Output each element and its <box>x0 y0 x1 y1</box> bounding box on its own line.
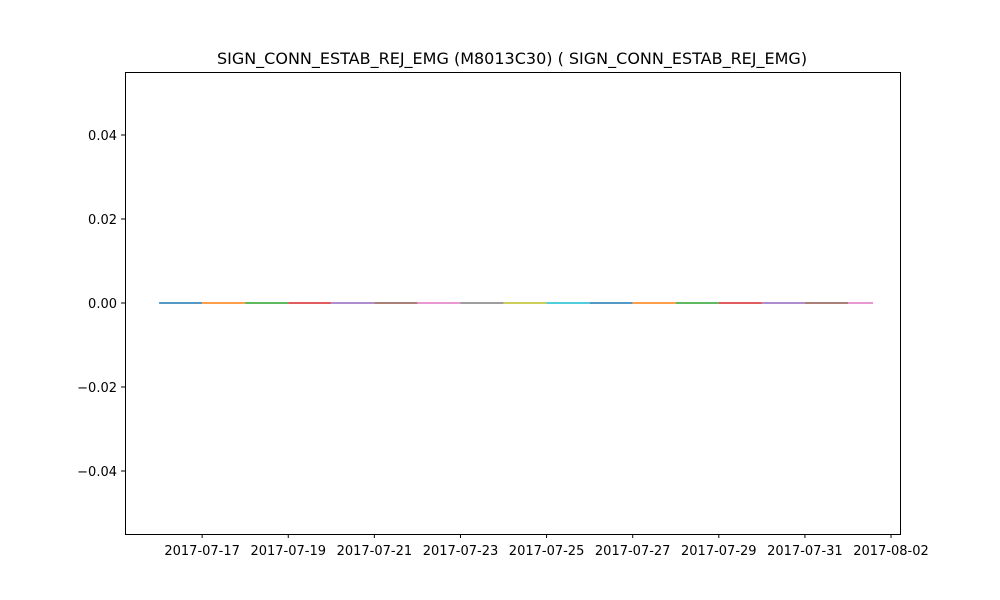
y-tick-label: 0.02 <box>88 213 117 228</box>
y-tick-label: −0.04 <box>77 465 117 480</box>
y-tick-label: 0.04 <box>88 129 117 144</box>
y-tick-label: 0.00 <box>88 297 117 312</box>
x-tick-label: 2017-07-29 <box>681 544 757 559</box>
x-tick-label: 2017-07-17 <box>164 544 240 559</box>
x-tick-label: 2017-07-23 <box>423 544 499 559</box>
x-tick-label: 2017-08-02 <box>853 544 929 559</box>
x-tick-label: 2017-07-31 <box>767 544 843 559</box>
y-tick-label: −0.02 <box>77 381 117 396</box>
x-axis: 2017-07-17 2017-07-19 2017-07-21 2017-07-23… <box>164 534 929 559</box>
x-tick-label: 2017-07-27 <box>595 544 671 559</box>
x-tick-label: 2017-07-25 <box>509 544 585 559</box>
plot-area-frame <box>125 72 901 535</box>
chart-title: SIGN_CONN_ESTAB_REJ_EMG (M8013C30) ( SIG… <box>217 49 807 69</box>
x-tick-label: 2017-07-19 <box>250 544 326 559</box>
x-tick-label: 2017-07-21 <box>337 544 413 559</box>
y-axis: 0.04 0.02 0.00 −0.02 −0.04 <box>77 129 125 480</box>
